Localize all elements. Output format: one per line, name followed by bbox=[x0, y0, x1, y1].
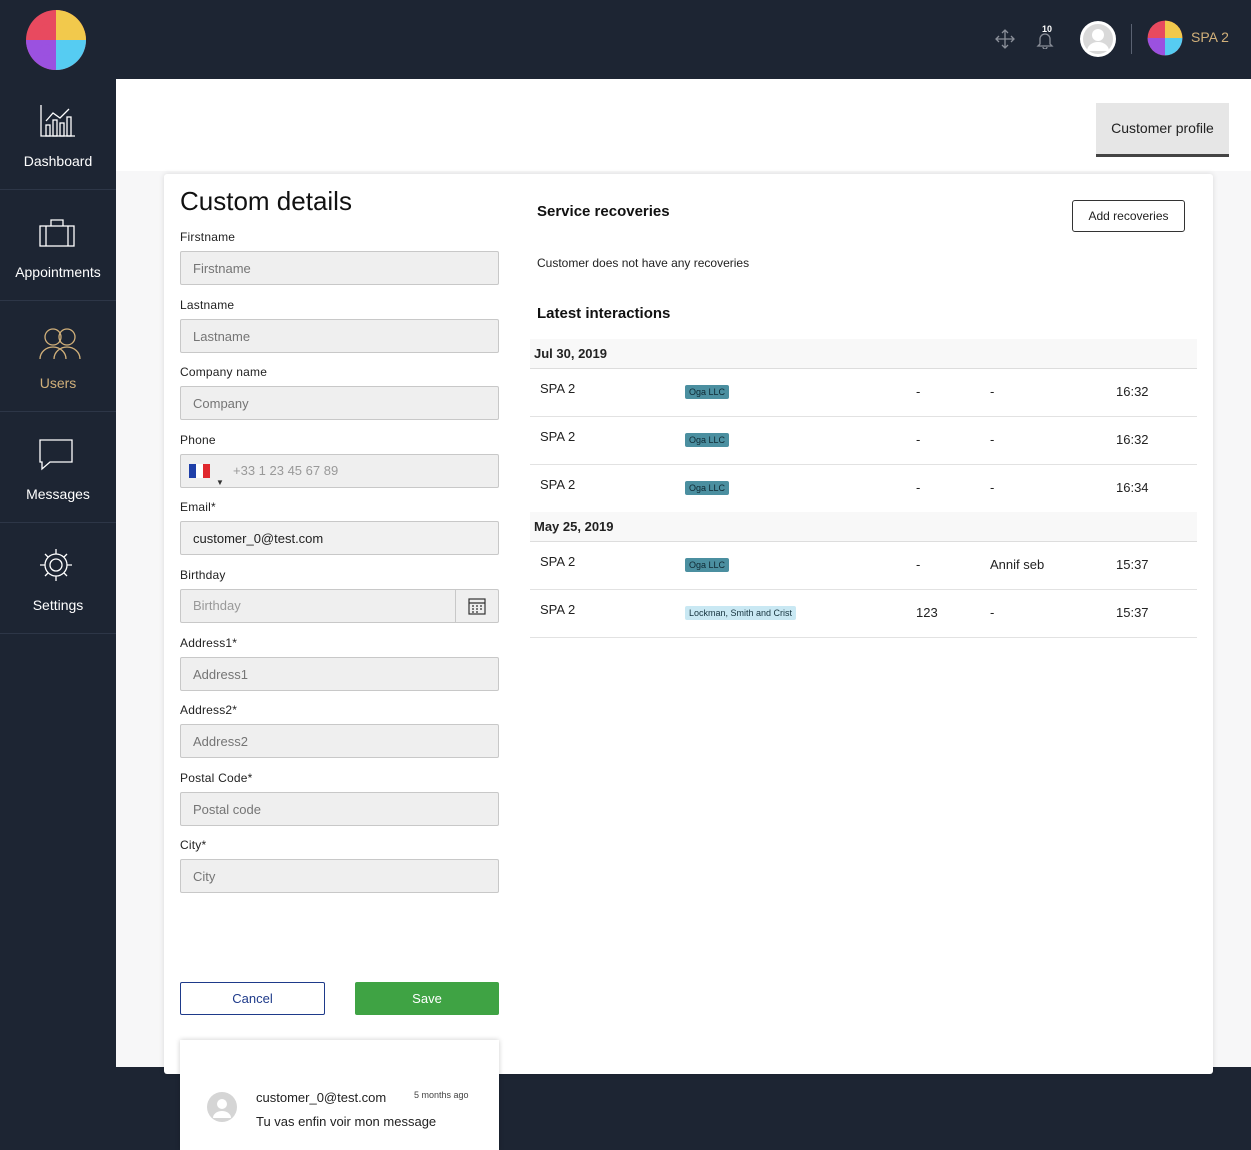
sidebar-item-settings[interactable]: Settings bbox=[0, 523, 116, 634]
company-badge: Oga LLC bbox=[685, 433, 730, 447]
birthday-label: Birthday bbox=[180, 568, 226, 582]
firstname-label: Firstname bbox=[180, 230, 236, 244]
sidebar-item-appointments[interactable]: Appointments bbox=[0, 190, 116, 301]
user-avatar[interactable] bbox=[1080, 21, 1116, 57]
comment-author: customer_0@test.com bbox=[256, 1090, 387, 1105]
table-row[interactable]: SPA 2 Oga LLC - - 16:32 bbox=[530, 369, 1197, 417]
birthday-field[interactable]: Birthday bbox=[180, 589, 499, 623]
value-cell: - bbox=[916, 432, 921, 447]
bell-icon[interactable] bbox=[1036, 31, 1054, 49]
table-row[interactable]: SPA 2 Oga LLC - - 16:34 bbox=[530, 465, 1197, 513]
message-icon bbox=[39, 439, 73, 471]
city-label: City* bbox=[180, 838, 207, 852]
company-label: Company name bbox=[180, 365, 268, 379]
sidebar: Dashboard Appointments Users Messages Se… bbox=[0, 79, 116, 1067]
company-badge: Lockman, Smith and Crist bbox=[685, 606, 797, 620]
table-row[interactable]: SPA 2 Lockman, Smith and Crist 123 - 15:… bbox=[530, 590, 1197, 638]
place-cell: SPA 2 bbox=[540, 429, 576, 444]
table-row[interactable]: SPA 2 Oga LLC - Annif seb 15:37 bbox=[530, 542, 1197, 590]
calendar-icon bbox=[468, 598, 486, 615]
date-header: May 25, 2019 bbox=[530, 512, 1197, 542]
staff-cell: Annif seb bbox=[990, 557, 1045, 572]
table-row[interactable]: SPA 2 Oga LLC - - 16:32 bbox=[530, 417, 1197, 465]
staff-cell: - bbox=[990, 605, 995, 620]
place-cell: SPA 2 bbox=[540, 602, 576, 617]
value-cell: 123 bbox=[916, 605, 938, 620]
fullscreen-icon[interactable] bbox=[994, 28, 1016, 50]
address2-label: Address2* bbox=[180, 703, 238, 717]
tab-customer-profile[interactable]: Customer profile bbox=[1096, 103, 1229, 157]
gear-icon bbox=[40, 549, 72, 581]
account-name[interactable]: SPA 2 bbox=[1191, 29, 1229, 45]
main-content: Customer profile Custom details Firstnam… bbox=[116, 79, 1251, 1150]
time-cell: 15:37 bbox=[1116, 605, 1149, 620]
account-logo[interactable] bbox=[1147, 20, 1183, 56]
top-bar: 10 SPA 2 bbox=[0, 0, 1251, 79]
phone-placeholder: +33 1 23 45 67 89 bbox=[233, 463, 339, 478]
value-cell: - bbox=[916, 480, 921, 495]
phone-label: Phone bbox=[180, 433, 216, 447]
sidebar-item-dashboard[interactable]: Dashboard bbox=[0, 79, 116, 190]
users-icon bbox=[39, 328, 81, 360]
app-logo[interactable] bbox=[25, 9, 87, 71]
sidebar-item-messages[interactable]: Messages bbox=[0, 412, 116, 523]
sidebar-item-label: Users bbox=[39, 375, 77, 391]
address1-label: Address1* bbox=[180, 636, 238, 650]
sidebar-item-label: Dashboard bbox=[23, 153, 93, 169]
lastname-label: Lastname bbox=[180, 298, 235, 312]
recoveries-empty-text: Customer does not have any recoveries bbox=[537, 256, 750, 270]
france-flag-icon[interactable] bbox=[189, 464, 210, 478]
sidebar-item-label: Settings bbox=[32, 597, 84, 613]
avatar bbox=[207, 1092, 237, 1122]
company-badge: Oga LLC bbox=[685, 385, 730, 399]
place-cell: SPA 2 bbox=[540, 477, 576, 492]
company-badge: Oga LLC bbox=[685, 481, 730, 495]
time-cell: 16:32 bbox=[1116, 432, 1149, 447]
postal-code-input[interactable] bbox=[180, 792, 499, 826]
time-cell: 16:32 bbox=[1116, 384, 1149, 399]
staff-cell: - bbox=[990, 432, 995, 447]
add-recoveries-button[interactable]: Add recoveries bbox=[1072, 200, 1185, 232]
time-cell: 16:34 bbox=[1116, 480, 1149, 495]
place-cell: SPA 2 bbox=[540, 554, 576, 569]
customer-card: Custom details Firstname Lastname Compan… bbox=[164, 174, 1213, 1150]
city-input[interactable] bbox=[180, 859, 499, 893]
comment-time: 5 months ago bbox=[414, 1090, 469, 1100]
value-cell: - bbox=[916, 384, 921, 399]
divider bbox=[1131, 24, 1132, 54]
form-title: Custom details bbox=[180, 186, 352, 216]
comment-card: customer_0@test.com 5 months ago Tu vas … bbox=[180, 1040, 499, 1150]
postal-code-label: Postal Code* bbox=[180, 771, 253, 785]
phone-field[interactable]: ▼ +33 1 23 45 67 89 bbox=[180, 454, 499, 488]
firstname-input[interactable] bbox=[180, 251, 499, 285]
tab-bar: Customer profile bbox=[116, 79, 1251, 171]
birthday-placeholder: Birthday bbox=[193, 598, 241, 613]
save-button[interactable]: Save bbox=[355, 982, 499, 1015]
calendar-icon bbox=[39, 219, 75, 247]
address1-input[interactable] bbox=[180, 657, 499, 691]
sidebar-item-users[interactable]: Users bbox=[0, 301, 116, 412]
comment-text: Tu vas enfin voir mon message bbox=[256, 1114, 437, 1129]
recoveries-title: Service recoveries bbox=[537, 203, 670, 220]
value-cell: - bbox=[916, 557, 921, 572]
cancel-button[interactable]: Cancel bbox=[180, 982, 325, 1015]
sidebar-item-label: Appointments bbox=[15, 264, 101, 280]
staff-cell: - bbox=[990, 480, 995, 495]
sidebar-item-label: Messages bbox=[26, 486, 90, 502]
company-badge: Oga LLC bbox=[685, 558, 730, 572]
interactions-title: Latest interactions bbox=[537, 305, 671, 322]
email-label: Email* bbox=[180, 500, 216, 514]
calendar-button[interactable] bbox=[455, 590, 498, 622]
address2-input[interactable] bbox=[180, 724, 499, 758]
chevron-down-icon[interactable]: ▼ bbox=[216, 478, 224, 487]
place-cell: SPA 2 bbox=[540, 381, 576, 396]
notification-count: 10 bbox=[1042, 24, 1053, 34]
email-input[interactable] bbox=[180, 521, 499, 555]
time-cell: 15:37 bbox=[1116, 557, 1149, 572]
company-input[interactable] bbox=[180, 386, 499, 420]
date-header: Jul 30, 2019 bbox=[530, 339, 1197, 369]
lastname-input[interactable] bbox=[180, 319, 499, 353]
staff-cell: - bbox=[990, 384, 995, 399]
dashboard-icon bbox=[40, 105, 75, 137]
